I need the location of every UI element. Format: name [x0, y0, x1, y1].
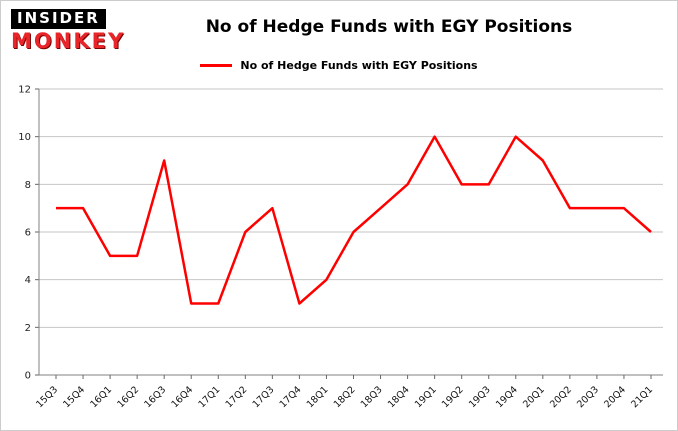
x-tick-label: 20Q3 — [575, 384, 601, 410]
x-tick-label: 16Q4 — [169, 384, 195, 410]
x-tick-label: 15Q4 — [61, 384, 87, 410]
x-tick-label: 20Q4 — [602, 384, 628, 410]
x-tick-label: 19Q4 — [494, 384, 520, 410]
y-tick-label: 10 — [18, 132, 31, 143]
legend-line-swatch — [200, 64, 233, 67]
insider-monkey-logo: INSIDER MONKEY — [11, 9, 125, 52]
y-tick-label: 0 — [25, 371, 31, 382]
chart-title: No of Hedge Funds with EGY Positions — [205, 17, 573, 37]
x-tick-label: 16Q3 — [142, 384, 168, 410]
logo-insider-text: INSIDER — [11, 9, 106, 29]
x-tick-label: 19Q2 — [440, 384, 466, 410]
x-tick-label: 20Q1 — [521, 384, 547, 410]
x-tick-label: 16Q1 — [88, 384, 114, 410]
x-tick-label: 20Q2 — [548, 384, 574, 410]
x-tick-label: 17Q1 — [196, 384, 222, 410]
x-tick-label: 19Q3 — [467, 384, 493, 410]
series-line — [56, 135, 652, 305]
x-tick-label: 17Q2 — [224, 384, 250, 410]
x-tick-label: 16Q2 — [115, 384, 141, 410]
x-tick-label: 18Q3 — [359, 384, 385, 410]
x-tick-label: 21Q1 — [629, 384, 655, 410]
x-tick-label: 17Q4 — [278, 384, 304, 410]
y-tick-label: 4 — [25, 275, 31, 286]
x-tick-label: 19Q1 — [413, 384, 439, 410]
y-tick-label: 6 — [25, 228, 31, 239]
x-tick-label: 18Q4 — [386, 384, 412, 410]
x-tick-label: 18Q2 — [332, 384, 358, 410]
x-tick-label: 18Q1 — [305, 384, 331, 410]
x-tick-label: 17Q3 — [251, 384, 277, 410]
x-tick-label: 15Q3 — [34, 384, 60, 410]
y-tick-label: 2 — [25, 323, 31, 334]
y-tick-label: 12 — [18, 85, 31, 96]
legend-label: No of Hedge Funds with EGY Positions — [240, 59, 478, 72]
chart-legend: No of Hedge Funds with EGY Positions — [1, 59, 677, 72]
logo-monkey-text: MONKEY — [11, 29, 126, 53]
y-tick-label: 8 — [25, 180, 31, 191]
